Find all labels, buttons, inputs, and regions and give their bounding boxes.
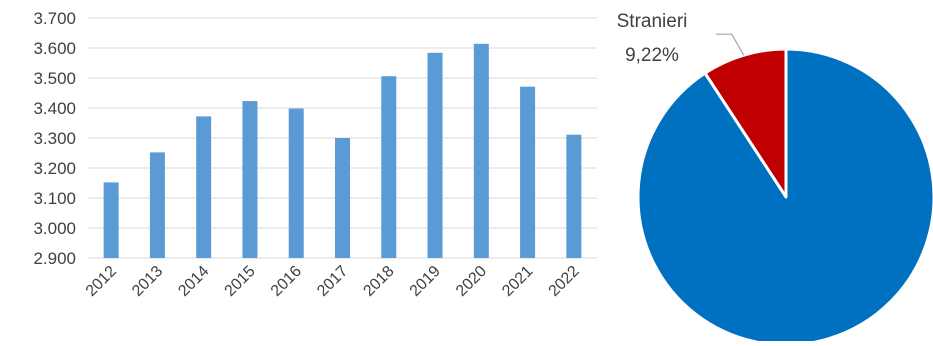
bar bbox=[520, 86, 536, 258]
x-tick-label: 2015 bbox=[222, 263, 259, 300]
bar bbox=[381, 76, 397, 258]
bar bbox=[242, 101, 258, 258]
bar bbox=[427, 52, 443, 258]
x-tick-label: 2014 bbox=[175, 263, 212, 300]
bar bbox=[149, 152, 165, 258]
y-tick-label: 3.300 bbox=[33, 129, 76, 148]
y-tick-label: 3.600 bbox=[33, 39, 76, 58]
x-tick-label: 2016 bbox=[268, 263, 305, 300]
bar bbox=[473, 43, 489, 258]
x-tick-label: 2022 bbox=[546, 263, 583, 300]
y-tick-label: 2.900 bbox=[33, 249, 76, 268]
pie-slice-label: Stranieri bbox=[617, 11, 688, 32]
bar bbox=[103, 182, 119, 258]
bar-chart: 2.900 3.000 3.100 3.200 3.300 3.400 3.500 3.600… bbox=[33, 9, 597, 300]
pie-slice-stranieri bbox=[703, 47, 788, 199]
y-tick-label: 3.400 bbox=[33, 99, 76, 118]
y-tick-label: 3.200 bbox=[33, 159, 76, 178]
bar bbox=[335, 138, 350, 258]
bar bbox=[288, 108, 304, 258]
pie-slice bbox=[636, 47, 933, 346]
pie-chart: Stranieri 9,22% bbox=[617, 11, 933, 346]
x-tick-label: 2019 bbox=[407, 263, 444, 300]
x-tick-label: 2013 bbox=[129, 263, 166, 300]
x-tick-label: 2017 bbox=[314, 263, 351, 300]
x-tick-label: 2020 bbox=[453, 263, 490, 300]
y-tick-label: 3.500 bbox=[33, 69, 76, 88]
bar-x-tick-labels: 2012 2013 2014 2015 2016 2017 2018 2019 2020 2021… bbox=[83, 263, 583, 300]
pie-leader-line bbox=[715, 33, 745, 56]
bar-series bbox=[103, 43, 582, 259]
x-tick-label: 2018 bbox=[360, 263, 397, 300]
pie-slice-value-label: 9,22% bbox=[625, 45, 679, 66]
y-tick-label: 3.100 bbox=[33, 189, 76, 208]
bar bbox=[566, 134, 582, 258]
y-tick-label: 3.700 bbox=[33, 9, 76, 28]
bar-y-tick-labels: 2.900 3.000 3.100 3.200 3.300 3.400 3.500 3.600… bbox=[33, 9, 76, 268]
x-tick-label: 2012 bbox=[83, 263, 120, 300]
y-tick-label: 3.000 bbox=[33, 219, 76, 238]
bar bbox=[196, 116, 212, 259]
pie-slices bbox=[636, 47, 933, 346]
x-tick-label: 2021 bbox=[499, 263, 536, 300]
